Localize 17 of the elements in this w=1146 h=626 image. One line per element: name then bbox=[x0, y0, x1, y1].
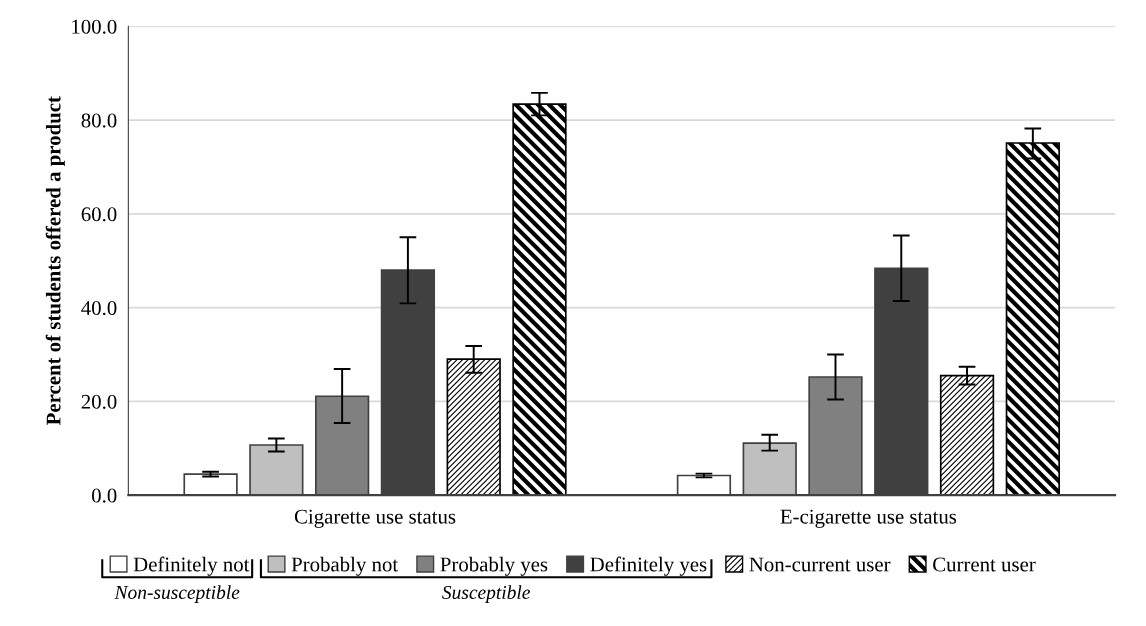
y-tick-label: 60.0 bbox=[81, 207, 117, 222]
y-tick-label: 80.0 bbox=[81, 113, 117, 128]
legend-label: Non-current user bbox=[749, 557, 891, 572]
y-tick-label: 40.0 bbox=[81, 300, 117, 316]
y-axis-title: Percent of students offered a product bbox=[45, 96, 65, 426]
x-tick-label: E-cigarette use status bbox=[780, 509, 957, 528]
x-tick-label: Cigarette use status bbox=[294, 509, 456, 528]
legend-label: Definitely not bbox=[133, 556, 250, 576]
legend-label: Definitely yes bbox=[590, 556, 707, 576]
y-tick-label: 0.0 bbox=[91, 488, 117, 503]
y-tick-label: 100.0 bbox=[72, 19, 117, 34]
legend-label: Current user bbox=[933, 557, 1036, 572]
legend-label: Probably yes bbox=[440, 556, 548, 576]
legend-label: Probably not bbox=[291, 556, 399, 576]
y-tick-label: 20.0 bbox=[81, 394, 117, 409]
text: Susceptible bbox=[442, 585, 531, 603]
text: Non-susceptible bbox=[114, 585, 240, 603]
